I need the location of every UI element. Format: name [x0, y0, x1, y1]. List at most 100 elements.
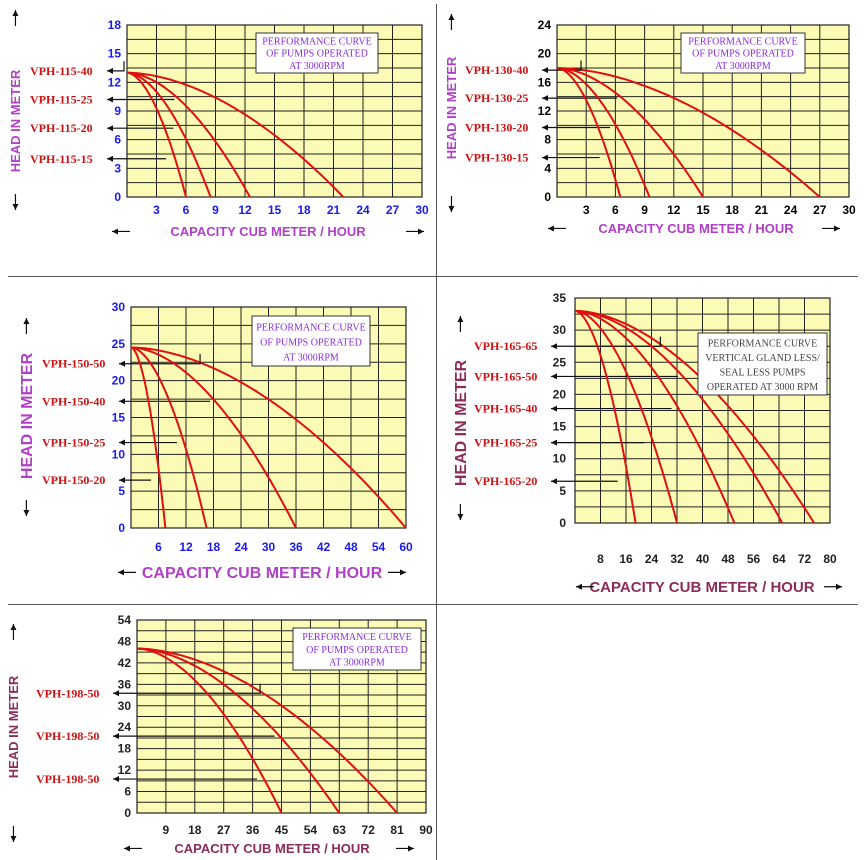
series-curve-2	[574, 309, 736, 524]
x-axis-arrowhead-right	[400, 569, 406, 576]
x-tick-label: 90	[419, 823, 433, 837]
series-label-2: VPH-130-20	[465, 120, 528, 134]
y-axis-arrowhead-bottom	[457, 514, 464, 520]
series-arrowhead-1	[119, 398, 125, 405]
y-tick-label: 20	[112, 374, 126, 388]
chart-title-box	[680, 32, 806, 74]
x-tick-label: 16	[619, 552, 633, 566]
series-label-1: VPH-130-25	[465, 91, 528, 105]
series-label-2: VPH-198-50	[36, 772, 99, 786]
x-tick-label: 54	[372, 540, 386, 554]
x-axis-arrowhead-left	[118, 569, 124, 576]
y-tick-label: 24	[538, 18, 552, 32]
y-tick-label: 9	[114, 104, 121, 118]
x-tick-label: 42	[317, 540, 331, 554]
x-tick-label: 18	[207, 540, 221, 554]
chart-panel-vph-130: 3 6 9 12 15 18 21 24 27 30 0 4 8 12 16 20 24 VPH-130-40 VP…	[437, 0, 868, 276]
chart-title-line: PERFORMANCE CURVE	[302, 632, 412, 643]
x-tick-label: 15	[696, 203, 710, 217]
x-tick-label: 6	[612, 203, 619, 217]
series-arrowhead-0	[542, 67, 548, 74]
series-pointer-0	[542, 60, 582, 71]
series-arrowhead-2	[542, 124, 548, 131]
x-tick-label: 9	[163, 823, 170, 837]
series-curve-1	[556, 67, 704, 198]
y-axis-arrowhead-top	[12, 10, 19, 16]
y-axis-arrowhead-bottom	[12, 204, 19, 210]
x-tick-label: 18	[297, 203, 311, 217]
y-tick-label: 12	[118, 763, 132, 777]
y-tick-label: 15	[553, 420, 567, 434]
series-curve-1	[136, 647, 341, 814]
y-tick-label: 35	[553, 291, 567, 305]
series-label-3: VPH-150-20	[42, 473, 105, 487]
series-pointer-0	[551, 336, 661, 347]
chart-panel-vph-150: 6 12 18 24 30 36 42 48 54 60 0 5 10 15 20 25 30 VPH-150-5…	[0, 277, 436, 604]
x-tick-label: 72	[362, 823, 376, 837]
x-tick-label: 30	[415, 203, 429, 217]
chart-title-line: OF PUMPS OPERATED	[692, 49, 794, 60]
chart-vph-130: 3 6 9 12 15 18 21 24 27 30 0 4 8 12 16 20 24 VPH-130-40 VP…	[444, 14, 856, 236]
x-tick-label: 24	[784, 203, 798, 217]
series-arrowhead-2	[107, 125, 113, 132]
x-tick-label: 60	[399, 540, 413, 554]
series-arrowhead-1	[107, 96, 113, 103]
chart-title-line: PERFORMANCE CURVE	[262, 37, 372, 48]
y-tick-label: 5	[118, 484, 125, 498]
series-arrowhead-0	[119, 360, 125, 367]
x-tick-label: 3	[583, 203, 590, 217]
x-tick-label: 64	[772, 552, 786, 566]
chart-title-line: OPERATED AT 3000 RPM	[707, 382, 818, 393]
chart-vph-150: 6 12 18 24 30 36 42 48 54 60 0 5 10 15 20 25 30 VPH-150-5…	[19, 300, 413, 582]
series-curve-0	[130, 346, 407, 529]
y-tick-label: 20	[553, 387, 567, 401]
x-tick-label: 72	[798, 552, 812, 566]
series-label-2: VPH-165-40	[474, 402, 537, 416]
chart-title-line: OF PUMPS OPERATED	[266, 49, 368, 60]
y-axis-title: HEAD IN METER	[444, 56, 459, 159]
x-tick-label: 32	[670, 552, 684, 566]
y-tick-label: 30	[553, 323, 567, 337]
chart-title-line: VERTICAL GLAND LESS/	[705, 353, 820, 364]
series-curve-2	[126, 71, 212, 198]
series-arrowhead-3	[551, 439, 557, 446]
y-tick-label: 3	[114, 161, 121, 175]
x-tick-label: 30	[262, 540, 276, 554]
series-label-3: VPH-130-15	[465, 151, 528, 165]
y-tick-label: 6	[124, 785, 131, 799]
x-axis-arrowhead-left	[576, 583, 582, 590]
series-label-1: VPH-198-50	[36, 729, 99, 743]
chart-vph-165: 8 16 24 32 40 48 56 64 72 80 0 5 10 15 20 25 30 35 VPH-165…	[453, 291, 842, 596]
x-axis-arrowhead-right	[418, 228, 424, 235]
x-tick-label: 6	[155, 540, 162, 554]
series-curve-0	[556, 67, 821, 198]
series-arrowhead-2	[551, 405, 557, 412]
x-tick-label: 27	[813, 203, 827, 217]
y-tick-label: 12	[108, 75, 122, 89]
series-label-2: VPH-150-25	[42, 436, 105, 450]
series-label-0: VPH-150-50	[42, 357, 105, 371]
chart-panel-vph-198: 9 18 27 36 45 54 63 72 81 90 0 6 12 18 24 30 36 42 48 54 VPH…	[0, 605, 436, 860]
x-axis-arrowhead-right	[836, 583, 842, 590]
x-tick-label: 63	[333, 823, 347, 837]
series-arrowhead-1	[542, 95, 548, 102]
series-arrowhead-1	[113, 733, 119, 740]
y-tick-label: 25	[112, 337, 126, 351]
chart-vph-115: 3 6 9 12 15 18 21 24 27 30 0 3 6 9 12 15 18 VPH-115-40 VPH…	[8, 10, 429, 239]
x-tick-label: 36	[289, 540, 303, 554]
y-axis-title: HEAD IN METER	[6, 675, 21, 778]
y-axis-arrowhead-top	[10, 624, 17, 630]
y-tick-label: 15	[112, 411, 126, 425]
y-tick-label: 0	[544, 190, 551, 204]
series-curve-3	[126, 71, 187, 198]
series-pointer-0	[113, 683, 261, 694]
y-tick-label: 5	[559, 484, 566, 498]
x-tick-label: 12	[238, 203, 252, 217]
vertical-divider-top	[436, 4, 437, 604]
x-tick-label: 27	[217, 823, 231, 837]
y-axis-title: HEAD IN METER	[19, 352, 36, 479]
x-tick-label: 30	[842, 203, 856, 217]
series-curve-1	[126, 71, 251, 198]
x-tick-label: 24	[234, 540, 248, 554]
y-tick-label: 0	[559, 516, 566, 530]
